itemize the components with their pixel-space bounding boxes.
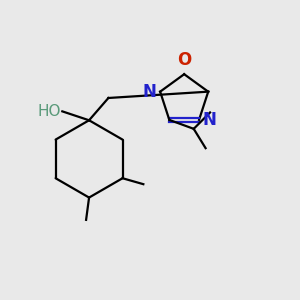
Text: N: N — [143, 83, 157, 101]
Text: O: O — [177, 52, 191, 70]
Text: HO: HO — [37, 104, 61, 119]
Text: N: N — [202, 111, 217, 129]
